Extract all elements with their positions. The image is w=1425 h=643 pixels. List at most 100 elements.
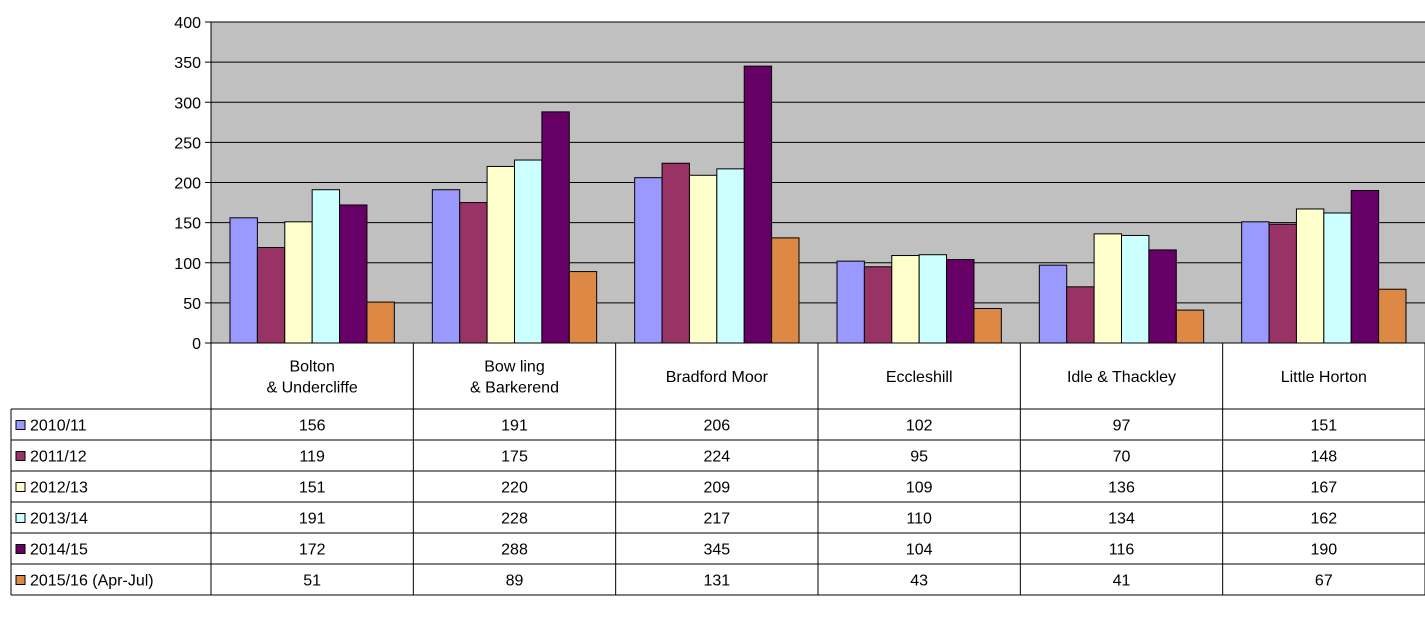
data-value: 95 bbox=[910, 449, 928, 466]
bar bbox=[946, 259, 975, 344]
data-value: 41 bbox=[1113, 573, 1131, 590]
bar bbox=[514, 159, 543, 344]
legend-key bbox=[15, 544, 26, 554]
bar bbox=[1066, 286, 1095, 344]
bar bbox=[431, 189, 461, 344]
bar bbox=[1121, 234, 1150, 344]
data-value: 89 bbox=[506, 573, 524, 590]
data-value: 224 bbox=[703, 449, 730, 466]
bar bbox=[1175, 309, 1205, 344]
data-value: 104 bbox=[906, 542, 933, 559]
category-label: & Barkerend bbox=[470, 380, 559, 397]
series-name: 2015/16 (Apr-Jul) bbox=[30, 573, 154, 590]
y-tick-label: 350 bbox=[174, 55, 201, 72]
data-value: 43 bbox=[910, 573, 928, 590]
bar bbox=[366, 301, 395, 344]
bar bbox=[256, 247, 286, 344]
data-value: 67 bbox=[1315, 573, 1333, 590]
category-label: Bow ling bbox=[484, 359, 544, 376]
category-label: Little Horton bbox=[1281, 369, 1367, 386]
data-value: 70 bbox=[1113, 449, 1131, 466]
bar bbox=[284, 221, 313, 344]
data-value: 220 bbox=[501, 480, 528, 497]
bar bbox=[229, 217, 258, 344]
bar bbox=[486, 165, 516, 344]
data-value: 136 bbox=[1108, 480, 1135, 497]
bar bbox=[863, 266, 893, 344]
bar bbox=[688, 174, 718, 344]
category-label: Eccleshill bbox=[886, 369, 953, 386]
series-name: 2013/14 bbox=[30, 511, 88, 528]
data-value: 97 bbox=[1113, 418, 1131, 435]
data-value: 156 bbox=[299, 418, 326, 435]
data-value: 228 bbox=[501, 511, 528, 528]
data-value: 116 bbox=[1109, 542, 1135, 559]
bar bbox=[311, 189, 341, 344]
bar bbox=[568, 271, 598, 344]
data-value: 172 bbox=[299, 542, 326, 559]
y-tick-label: 250 bbox=[174, 135, 201, 152]
data-table: Bolton & Undercliffe Bow ling & Barkerend Br… bbox=[10, 343, 1425, 596]
data-value: 167 bbox=[1310, 480, 1337, 497]
data-value: 151 bbox=[299, 480, 326, 497]
data-value: 51 bbox=[303, 573, 321, 590]
legend-key bbox=[15, 513, 26, 523]
bar bbox=[1350, 190, 1380, 344]
data-value: 134 bbox=[1108, 511, 1135, 528]
gridlines bbox=[211, 21, 1425, 304]
data-value: 288 bbox=[501, 542, 528, 559]
category-label: Bradford Moor bbox=[666, 369, 769, 386]
bar bbox=[1148, 249, 1177, 344]
bar bbox=[891, 255, 920, 344]
data-value: 102 bbox=[906, 418, 933, 435]
y-tick-label: 200 bbox=[174, 176, 201, 193]
bar bbox=[339, 204, 368, 344]
bar bbox=[771, 237, 800, 344]
bar bbox=[1323, 212, 1352, 344]
y-tick-label: 100 bbox=[174, 256, 201, 273]
data-value: 209 bbox=[703, 480, 730, 497]
data-value: 206 bbox=[703, 418, 730, 435]
y-tick-label: 150 bbox=[174, 216, 201, 233]
bar bbox=[743, 65, 773, 344]
data-value: 109 bbox=[906, 480, 933, 497]
data-value: 345 bbox=[703, 542, 730, 559]
bar bbox=[1093, 233, 1122, 344]
bars bbox=[211, 65, 1425, 344]
bar bbox=[1268, 223, 1297, 344]
data-value: 148 bbox=[1310, 449, 1337, 466]
y-axis: 0 50 100 150 200 250 300 350 400 bbox=[174, 15, 212, 353]
y-tick-label: 300 bbox=[174, 95, 201, 112]
bar bbox=[973, 307, 1002, 344]
legend-key bbox=[15, 420, 26, 430]
data-value: 119 bbox=[299, 449, 325, 466]
bar bbox=[1295, 208, 1325, 344]
bar bbox=[1241, 221, 1270, 344]
data-value: 175 bbox=[501, 449, 528, 466]
bar bbox=[1378, 288, 1407, 344]
bar bbox=[716, 168, 745, 344]
bar bbox=[918, 254, 948, 344]
legend-key bbox=[15, 482, 26, 492]
data-value: 162 bbox=[1310, 511, 1337, 528]
data-value: 190 bbox=[1310, 542, 1337, 559]
category-label: Idle & Thackley bbox=[1067, 369, 1176, 386]
legend-key bbox=[15, 575, 26, 585]
bar bbox=[541, 111, 570, 344]
data-value: 191 bbox=[501, 418, 528, 435]
bar bbox=[661, 162, 690, 344]
bar bbox=[459, 202, 488, 344]
data-value: 191 bbox=[299, 511, 326, 528]
bar bbox=[836, 260, 865, 344]
series-name: 2012/13 bbox=[30, 480, 88, 497]
bar bbox=[1038, 264, 1068, 344]
series-name: 2010/11 bbox=[30, 418, 87, 435]
bar bbox=[634, 177, 663, 344]
data-value: 217 bbox=[703, 511, 730, 528]
series-name: 2014/15 bbox=[30, 542, 88, 559]
data-value: 151 bbox=[1310, 418, 1337, 435]
category-label: & Undercliffe bbox=[267, 380, 358, 397]
y-tick-label: 0 bbox=[192, 336, 201, 353]
y-tick-label: 400 bbox=[174, 15, 201, 32]
